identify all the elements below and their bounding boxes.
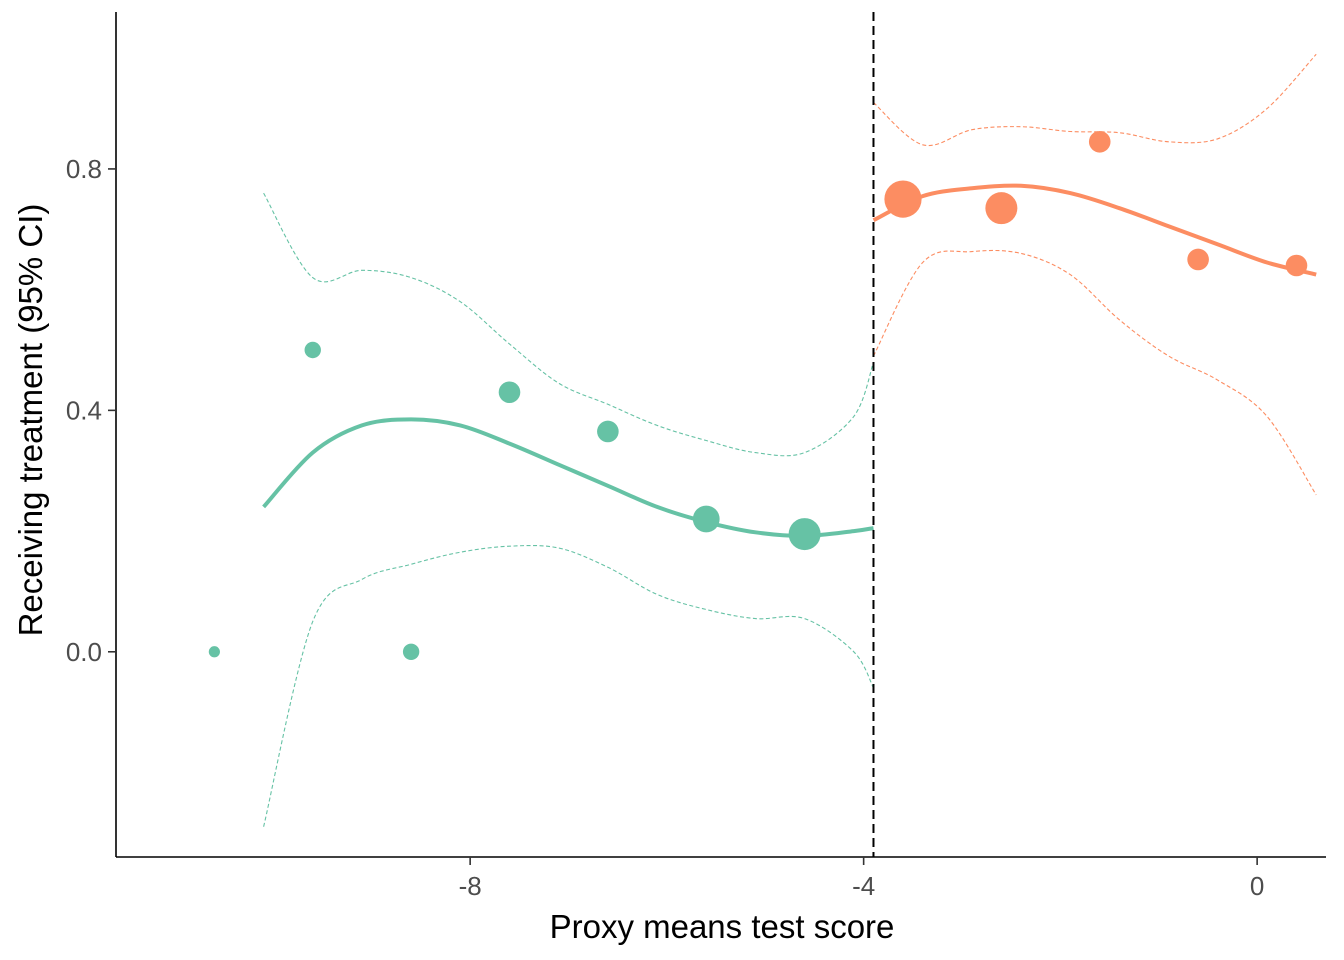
data-point <box>1285 254 1308 277</box>
y-tick-label: 0.4 <box>66 395 102 425</box>
ci-upper-line <box>263 192 875 457</box>
fit-line <box>872 183 1317 277</box>
x-axis-title: Proxy means test score <box>550 908 895 945</box>
points-layer <box>208 130 1308 660</box>
x-ticks: -8 -4 0 <box>459 857 1264 901</box>
data-point <box>788 518 821 551</box>
data-point <box>498 381 521 404</box>
y-axis-title: Receiving treatment (95% CI) <box>12 204 49 637</box>
fit-line <box>262 417 874 538</box>
y-tick-label: 0.0 <box>66 637 102 667</box>
x-tick-label: 0 <box>1250 871 1264 901</box>
data-point <box>1187 248 1209 271</box>
axes-layer: -8 -4 0 0.0 0.4 0.8 Proxy means test score R… <box>12 12 1326 945</box>
x-tick-label: -4 <box>852 871 875 901</box>
fits-layer <box>262 53 1317 827</box>
data-point <box>208 646 220 658</box>
data-point <box>304 341 321 359</box>
x-tick-label: -8 <box>459 871 482 901</box>
ci-upper-line <box>873 53 1317 147</box>
data-point <box>402 643 420 660</box>
ci-lower-line <box>873 249 1317 496</box>
y-ticks: 0.0 0.4 0.8 <box>66 154 116 667</box>
ci-lower-line <box>263 544 874 827</box>
data-point <box>1088 130 1111 153</box>
y-tick-label: 0.8 <box>66 154 102 184</box>
data-point <box>985 192 1018 225</box>
data-point <box>884 180 922 218</box>
data-point <box>597 420 619 443</box>
data-point <box>692 505 720 533</box>
